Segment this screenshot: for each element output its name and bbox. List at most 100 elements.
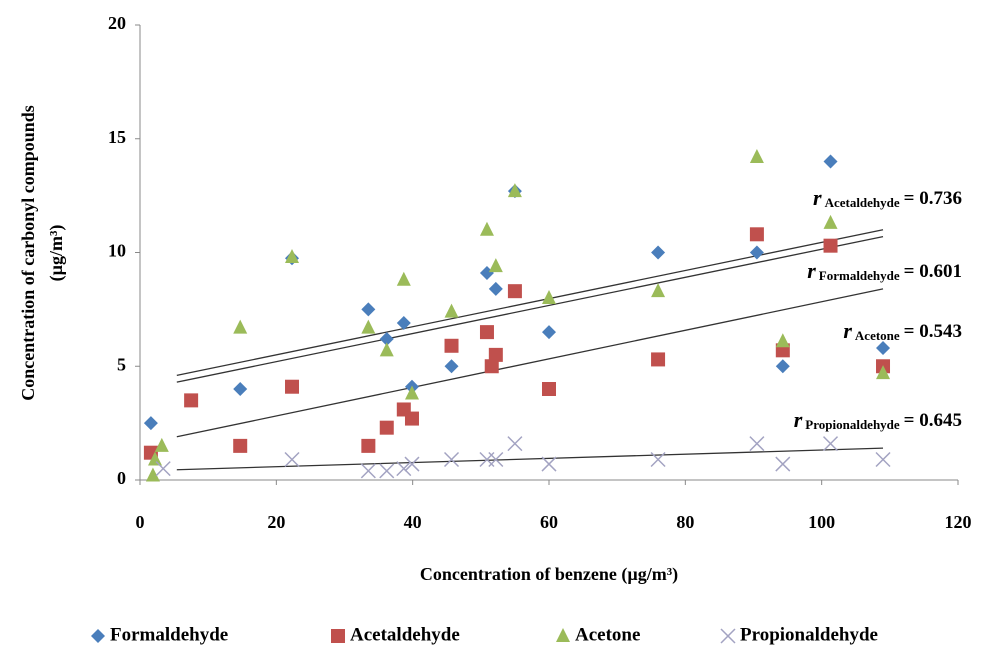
point [361, 302, 376, 317]
y-tick-label: 5 [117, 354, 126, 374]
point [361, 438, 376, 453]
annotation-subscript: Acetaldehyde [825, 195, 900, 210]
trend-line [176, 447, 884, 471]
point [404, 385, 419, 400]
point [651, 245, 666, 260]
annotation-value: = 0.601 [904, 261, 962, 282]
x-tick-label: 40 [404, 512, 422, 532]
point [541, 456, 557, 472]
point [651, 352, 666, 367]
annotation-value: = 0.645 [904, 410, 962, 431]
legend-label: Acetaldehyde [350, 624, 460, 645]
point [775, 456, 791, 472]
trend-line [176, 288, 884, 438]
annotation-subscript: Acetone [855, 328, 900, 343]
point [488, 281, 503, 296]
x-axis-label: Concentration of benzene (µg/m³) [420, 564, 678, 585]
annotation: r Propionaldehyde = 0.645 [794, 407, 962, 432]
x-tick-label: 120 [945, 512, 972, 532]
legend-marker [556, 628, 570, 642]
point [396, 316, 411, 331]
point [143, 416, 158, 431]
point [396, 271, 411, 286]
point [233, 382, 248, 396]
point [650, 451, 666, 468]
point [488, 347, 503, 362]
point [542, 325, 556, 340]
point [823, 238, 838, 253]
point [876, 365, 891, 380]
point [507, 183, 522, 198]
legend-marker [720, 628, 736, 644]
point [749, 227, 764, 242]
point [404, 456, 420, 472]
point [154, 437, 169, 452]
point [444, 338, 459, 353]
point [379, 331, 394, 346]
point [233, 319, 248, 334]
point [184, 393, 199, 408]
y-axis-unit: (µg/m³) [46, 225, 67, 282]
point [379, 342, 394, 357]
point [651, 283, 666, 298]
point [749, 245, 764, 260]
point [284, 451, 300, 468]
point [360, 463, 376, 479]
x-tick-label: 60 [540, 512, 558, 532]
x-tick-label: 20 [267, 512, 285, 532]
legend-label: Propionaldehyde [740, 624, 878, 645]
annotation-symbol: r [794, 407, 803, 432]
point [479, 325, 494, 340]
point [379, 420, 394, 435]
point [749, 436, 765, 452]
x-tick-label: 80 [676, 512, 694, 532]
annotation: r Acetone = 0.543 [843, 318, 962, 343]
point [444, 359, 459, 374]
y-tick-label: 20 [108, 13, 126, 33]
point [484, 359, 499, 374]
point [507, 284, 522, 299]
annotation-subscript: Formaldehyde [819, 268, 900, 283]
point [233, 438, 248, 453]
point [823, 214, 838, 229]
point [145, 467, 160, 482]
annotation: r Formaldehyde = 0.601 [807, 258, 962, 283]
point [876, 341, 891, 356]
annotation-symbol: r [813, 185, 822, 210]
point [443, 451, 460, 468]
annotation-subscript: Propionaldehyde [805, 417, 900, 432]
x-tick-label: 100 [808, 512, 835, 532]
x-tick-label: 0 [136, 512, 145, 532]
point [749, 148, 764, 163]
point [542, 382, 556, 396]
annotation: r Acetaldehyde = 0.736 [813, 185, 962, 210]
legend-marker [91, 629, 105, 643]
trend-line [176, 235, 884, 383]
point [488, 258, 503, 273]
point [822, 436, 839, 452]
point [479, 221, 494, 236]
legend-label: Acetone [575, 624, 640, 645]
point [361, 319, 376, 334]
annotation-symbol: r [843, 318, 852, 343]
point [285, 379, 300, 394]
point [542, 290, 556, 304]
point [404, 411, 419, 426]
annotation-value: = 0.543 [904, 321, 962, 342]
legend-label: Formaldehyde [110, 624, 228, 645]
y-axis-label: Concentration of carbonyl compounds [18, 105, 38, 401]
trend-line [176, 229, 884, 376]
point [396, 461, 412, 477]
legend-marker [331, 629, 345, 643]
y-tick-label: 15 [108, 127, 126, 147]
point [775, 333, 790, 348]
point [444, 303, 459, 318]
y-tick-label: 0 [117, 468, 126, 488]
annotation-symbol: r [807, 258, 816, 283]
point [379, 463, 395, 479]
point [875, 451, 891, 468]
annotation-value: = 0.736 [904, 188, 962, 209]
point [147, 451, 162, 466]
point [507, 436, 523, 452]
